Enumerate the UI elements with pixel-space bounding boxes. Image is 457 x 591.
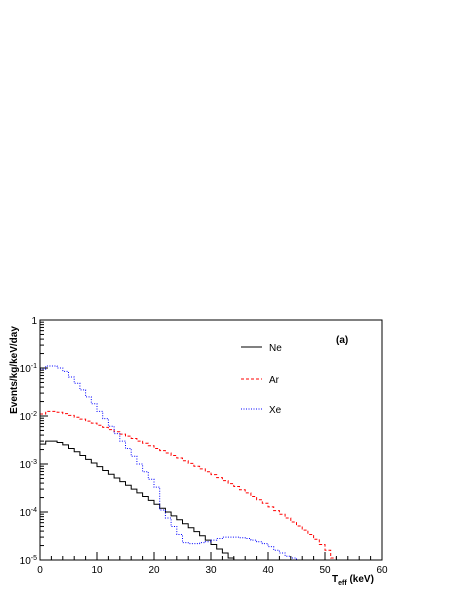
series-xe-histogram	[40, 365, 303, 561]
plot-frame	[39, 319, 383, 561]
plot-area	[40, 365, 337, 561]
y-tick-label: 10-4	[20, 507, 37, 519]
series-ar-histogram	[40, 410, 337, 559]
x-axis-title: Teff (keV)	[332, 574, 374, 587]
legend-label-xe: Xe	[269, 405, 282, 416]
y-tick-label: 10-2	[20, 411, 37, 423]
legend-label-ar: Ar	[269, 375, 280, 386]
x-tick-label: 30	[205, 565, 217, 576]
y-tick-label: 1	[31, 316, 37, 327]
y-tick-label: 10-3	[20, 459, 37, 471]
x-tick-label: 60	[376, 565, 388, 576]
y-tick-label: 10-1	[20, 363, 37, 375]
series-ne-histogram	[40, 440, 240, 561]
legend: Ne Ar Xe	[241, 343, 282, 416]
x-tick-label: 0	[37, 565, 43, 576]
axes: 0 10 20 30 40 50 60 1 10-1 10-2 10-3 10-4 10-5	[20, 316, 388, 576]
x-tick-label: 50	[319, 565, 331, 576]
x-axis-title-subscript: eff	[338, 580, 347, 587]
x-tick-label: 20	[148, 565, 160, 576]
legend-label-ne: Ne	[269, 343, 282, 354]
y-tick-label: 10-5	[20, 555, 37, 567]
x-tick-label: 40	[262, 565, 274, 576]
x-tick-label: 10	[91, 565, 103, 576]
x-axis-title-unit: (keV)	[347, 574, 374, 585]
x-axis-title-main: T	[332, 574, 338, 585]
y-axis-title: Events/kg/keV/day	[9, 326, 20, 414]
panel-annotation: (a)	[336, 335, 348, 346]
